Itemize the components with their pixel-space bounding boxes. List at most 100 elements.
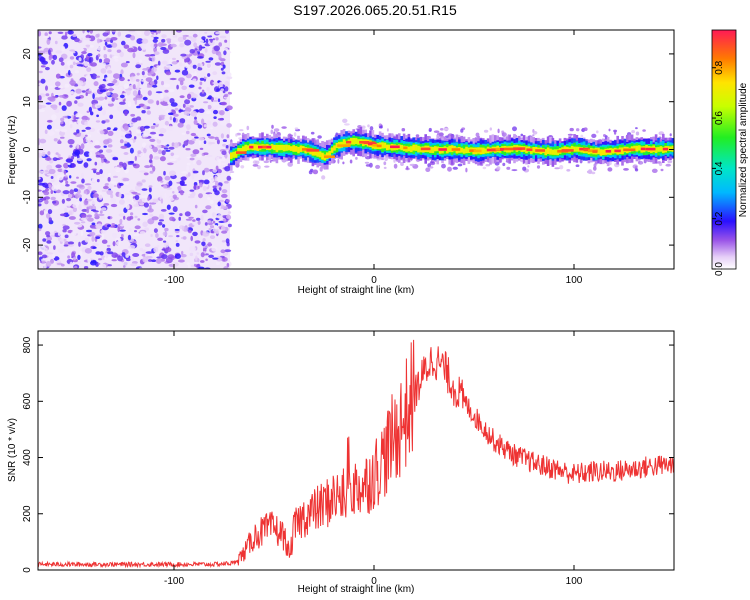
noise-speck xyxy=(193,42,198,48)
noise-speck xyxy=(80,143,85,150)
noise-speck xyxy=(203,167,210,173)
spectrogram-xlabel: Height of straight line (km) xyxy=(298,285,415,296)
noise-speck xyxy=(61,181,67,186)
noise-speck xyxy=(192,78,197,82)
noise-speck xyxy=(60,61,65,66)
noise-speck xyxy=(203,179,210,185)
noise-speck xyxy=(216,156,220,161)
signal-halo-speck xyxy=(496,166,501,171)
noise-speck xyxy=(215,31,221,35)
noise-speck xyxy=(155,258,162,264)
noise-speck xyxy=(158,149,162,155)
noise-speck xyxy=(38,177,41,180)
signal-halo-speck xyxy=(635,131,640,136)
noise-speck xyxy=(81,213,87,218)
noise-speck xyxy=(150,125,156,129)
noise-speck xyxy=(215,37,219,41)
noise-speck xyxy=(97,262,101,265)
noise-speck xyxy=(141,110,146,114)
noise-speck xyxy=(60,121,64,125)
noise-speck xyxy=(216,139,220,145)
signal-halo-speck xyxy=(569,127,574,132)
noise-speck xyxy=(192,149,200,155)
noise-speck xyxy=(133,136,137,140)
noise-speck xyxy=(168,197,175,201)
noise-speck xyxy=(38,170,43,174)
noise-speck xyxy=(214,224,218,229)
signal-band-cell xyxy=(285,144,288,151)
noise-speck xyxy=(68,216,76,220)
noise-speck xyxy=(65,158,73,163)
noise-speck xyxy=(186,162,191,166)
noise-speck xyxy=(89,148,95,151)
noise-speck xyxy=(71,163,75,168)
noise-speck xyxy=(68,91,76,95)
noise-speck xyxy=(72,33,77,38)
noise-speck xyxy=(42,35,50,39)
signal-halo-speck xyxy=(642,129,646,132)
noise-speck xyxy=(161,60,168,65)
noise-speck xyxy=(69,64,74,69)
noise-speck xyxy=(46,120,53,123)
signal-band-cell xyxy=(414,144,418,151)
noise-speck xyxy=(197,185,200,190)
noise-speck xyxy=(190,153,197,157)
colorbar-tick-label: 0.6 xyxy=(714,111,725,125)
noise-speck xyxy=(44,199,49,205)
noise-speck xyxy=(218,220,225,223)
signal-halo-speck xyxy=(441,163,446,169)
noise-speck xyxy=(178,216,181,221)
signal-peak-mark xyxy=(438,148,447,151)
noise-speck xyxy=(179,180,185,186)
noise-speck xyxy=(198,139,201,146)
noise-speck xyxy=(139,43,147,48)
noise-speck xyxy=(108,101,113,104)
noise-speck xyxy=(104,124,110,128)
noise-speck xyxy=(38,50,45,55)
noise-speck xyxy=(85,74,92,80)
noise-speck xyxy=(162,49,170,54)
noise-speck xyxy=(221,225,226,231)
noise-speck xyxy=(149,214,154,217)
signal-peak-mark xyxy=(662,147,669,151)
noise-speck xyxy=(64,31,68,37)
signal-band-cell xyxy=(381,142,384,149)
noise-speck xyxy=(185,148,191,151)
noise-speck xyxy=(57,232,61,236)
noise-speck xyxy=(61,198,65,204)
noise-speck xyxy=(146,85,151,88)
noise-speck xyxy=(81,90,86,93)
noise-speck xyxy=(81,115,89,121)
noise-speck xyxy=(110,193,114,199)
noise-speck xyxy=(168,112,174,116)
noise-speck xyxy=(144,227,150,231)
noise-speck xyxy=(113,175,118,178)
signal-band-cell xyxy=(400,144,403,151)
noise-speck xyxy=(112,241,116,247)
noise-speck xyxy=(56,184,61,190)
signal-halo-speck xyxy=(264,165,270,168)
noise-speck xyxy=(172,57,176,61)
noise-speck xyxy=(99,89,107,93)
noise-speck xyxy=(164,175,171,181)
noise-speck xyxy=(46,213,51,219)
noise-speck xyxy=(83,199,89,206)
noise-speck xyxy=(191,173,195,180)
noise-speck xyxy=(148,185,153,188)
noise-speck xyxy=(163,185,168,189)
noise-speck xyxy=(80,221,86,224)
x-tick-label: -100 xyxy=(164,576,184,587)
noise-speck xyxy=(179,118,186,124)
signal-halo-speck xyxy=(489,127,492,131)
noise-speck xyxy=(38,251,43,256)
signal-band-cell xyxy=(551,149,555,155)
signal-band-cell xyxy=(275,145,279,152)
noise-speck xyxy=(98,195,103,200)
noise-speck xyxy=(214,228,220,234)
noise-speck xyxy=(132,163,137,167)
noise-speck xyxy=(163,95,168,98)
noise-speck xyxy=(83,61,89,67)
noise-speck xyxy=(75,96,81,100)
signal-band-cell xyxy=(635,145,639,152)
noise-speck xyxy=(151,182,155,186)
